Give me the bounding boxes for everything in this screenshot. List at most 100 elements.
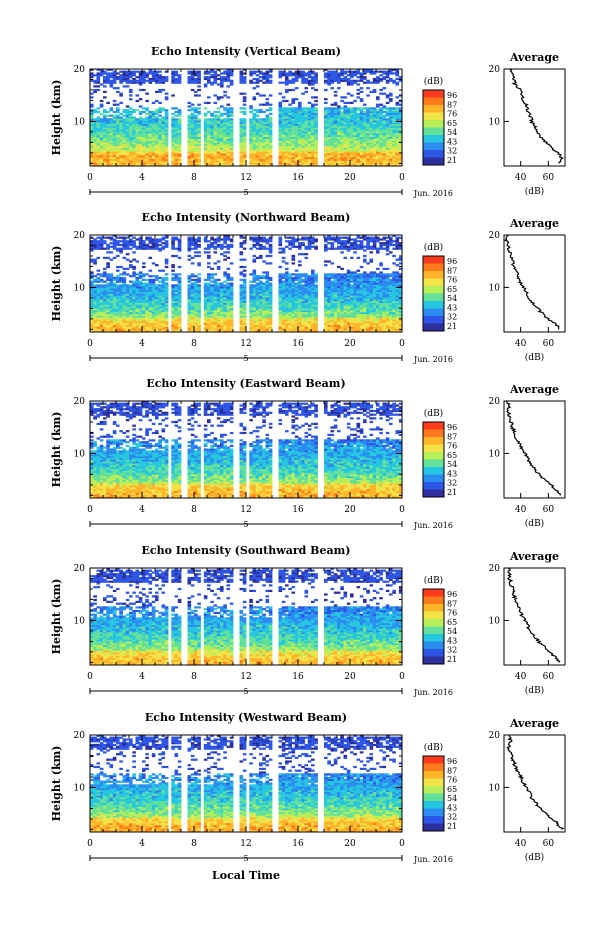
heatmap-cell	[288, 144, 292, 147]
heatmap-cell	[262, 118, 266, 121]
heatmap-cell	[311, 149, 315, 152]
heatmap-cell	[119, 153, 123, 156]
heatmap-cell	[226, 324, 231, 327]
heatmap-cell	[242, 140, 247, 143]
heatmap-cell	[174, 77, 179, 81]
heatmap-cell	[314, 142, 318, 145]
heatmap-cell	[213, 328, 218, 331]
heatmap-cell	[197, 142, 201, 145]
heatmap-cell	[109, 74, 114, 77]
heatmap-cell	[311, 145, 315, 148]
heatmap-cell	[112, 306, 117, 309]
heatmap-cell	[216, 123, 221, 126]
heatmap-cell	[145, 293, 149, 296]
heatmap-cell	[116, 295, 120, 298]
heatmap-cell	[122, 77, 127, 81]
heatmap-cell	[158, 238, 162, 241]
heatmap-cell	[207, 158, 211, 161]
heatmap-cell	[116, 310, 120, 313]
heatmap-cell	[109, 120, 114, 123]
heatmap-cell	[142, 295, 146, 298]
heatmap-cell	[311, 70, 315, 73]
heatmap-cell	[223, 304, 227, 307]
heatmap-cell	[119, 243, 123, 247]
heatmap-cell	[103, 116, 107, 119]
heatmap-cell	[106, 278, 110, 281]
heatmap-cell	[369, 155, 374, 158]
heatmap-cell	[333, 142, 338, 145]
heatmap-cell	[194, 242, 198, 245]
heatmap-cell	[389, 98, 393, 101]
heatmap-cell	[220, 136, 224, 139]
heatmap-cell	[382, 140, 387, 143]
heatmap-cell	[304, 112, 309, 115]
heatmap-cell	[385, 122, 390, 125]
heatmap-cell	[96, 140, 101, 143]
heatmap-cell	[301, 156, 305, 159]
heatmap-cell	[190, 289, 195, 292]
heatmap-cell	[252, 304, 257, 307]
heatmap-cell	[129, 238, 133, 241]
heatmap-cell	[356, 72, 361, 75]
heatmap-cell	[164, 319, 169, 322]
heatmap-cell	[249, 289, 253, 292]
heatmap-cell	[112, 315, 117, 318]
heatmap-cell	[278, 164, 283, 167]
heatmap-cell	[151, 295, 156, 298]
heatmap-cell	[161, 302, 166, 305]
heatmap-cell	[151, 240, 156, 243]
heatmap-cell	[330, 131, 335, 134]
heatmap-cell	[177, 120, 182, 123]
heatmap-cell	[291, 116, 296, 119]
heatmap-cell	[278, 122, 283, 125]
heatmap-cell	[129, 129, 133, 132]
heatmap-cell	[177, 136, 182, 139]
heatmap-cell	[343, 118, 348, 121]
heatmap-cell	[109, 306, 114, 309]
heatmap-cell	[142, 74, 146, 77]
heatmap-cell	[129, 145, 133, 148]
heatmap-cell	[307, 131, 312, 134]
heatmap-cell	[207, 254, 211, 258]
heatmap-cell	[249, 284, 253, 287]
heatmap-cell	[164, 96, 169, 99]
heatmap-cell	[161, 284, 166, 287]
heatmap-cell	[99, 133, 104, 136]
heatmap-cell	[259, 94, 263, 97]
heatmap-cell	[164, 278, 169, 281]
heatmap-cell	[119, 311, 123, 314]
heatmap-cell	[99, 288, 104, 291]
heatmap-cell	[151, 156, 156, 159]
heatmap-cell	[125, 149, 130, 152]
heatmap-cell	[177, 313, 182, 316]
heatmap-cell	[119, 300, 123, 303]
heatmap-cell	[116, 123, 120, 126]
heatmap-cell	[151, 133, 156, 136]
heatmap-cell	[151, 114, 156, 117]
heatmap-cell	[161, 120, 166, 123]
heatmap-cell	[242, 311, 247, 314]
heatmap-cell	[93, 315, 97, 318]
heatmap-cell	[350, 107, 354, 110]
heatmap-cell	[112, 311, 117, 314]
heatmap-cell	[129, 156, 133, 159]
heatmap-cell	[389, 155, 393, 158]
heatmap-cell	[255, 133, 260, 136]
heatmap-cell	[385, 76, 390, 79]
heatmap-cell	[356, 164, 361, 167]
heatmap-cell	[330, 74, 335, 77]
heatmap-cell	[197, 120, 201, 123]
heatmap-cell	[112, 153, 117, 156]
heatmap-cell	[190, 155, 195, 158]
heatmap-cell	[171, 122, 175, 125]
heatmap-cell	[268, 145, 273, 148]
heatmap-cell	[129, 153, 133, 156]
heatmap-cell	[119, 142, 123, 145]
heatmap-cell	[223, 306, 227, 309]
heatmap-cell	[135, 319, 140, 322]
heatmap-cell	[249, 280, 253, 283]
heatmap-cell	[304, 72, 309, 75]
heatmap-cell	[210, 131, 214, 134]
heatmap-cell	[129, 240, 133, 243]
heatmap-cell	[122, 256, 127, 259]
